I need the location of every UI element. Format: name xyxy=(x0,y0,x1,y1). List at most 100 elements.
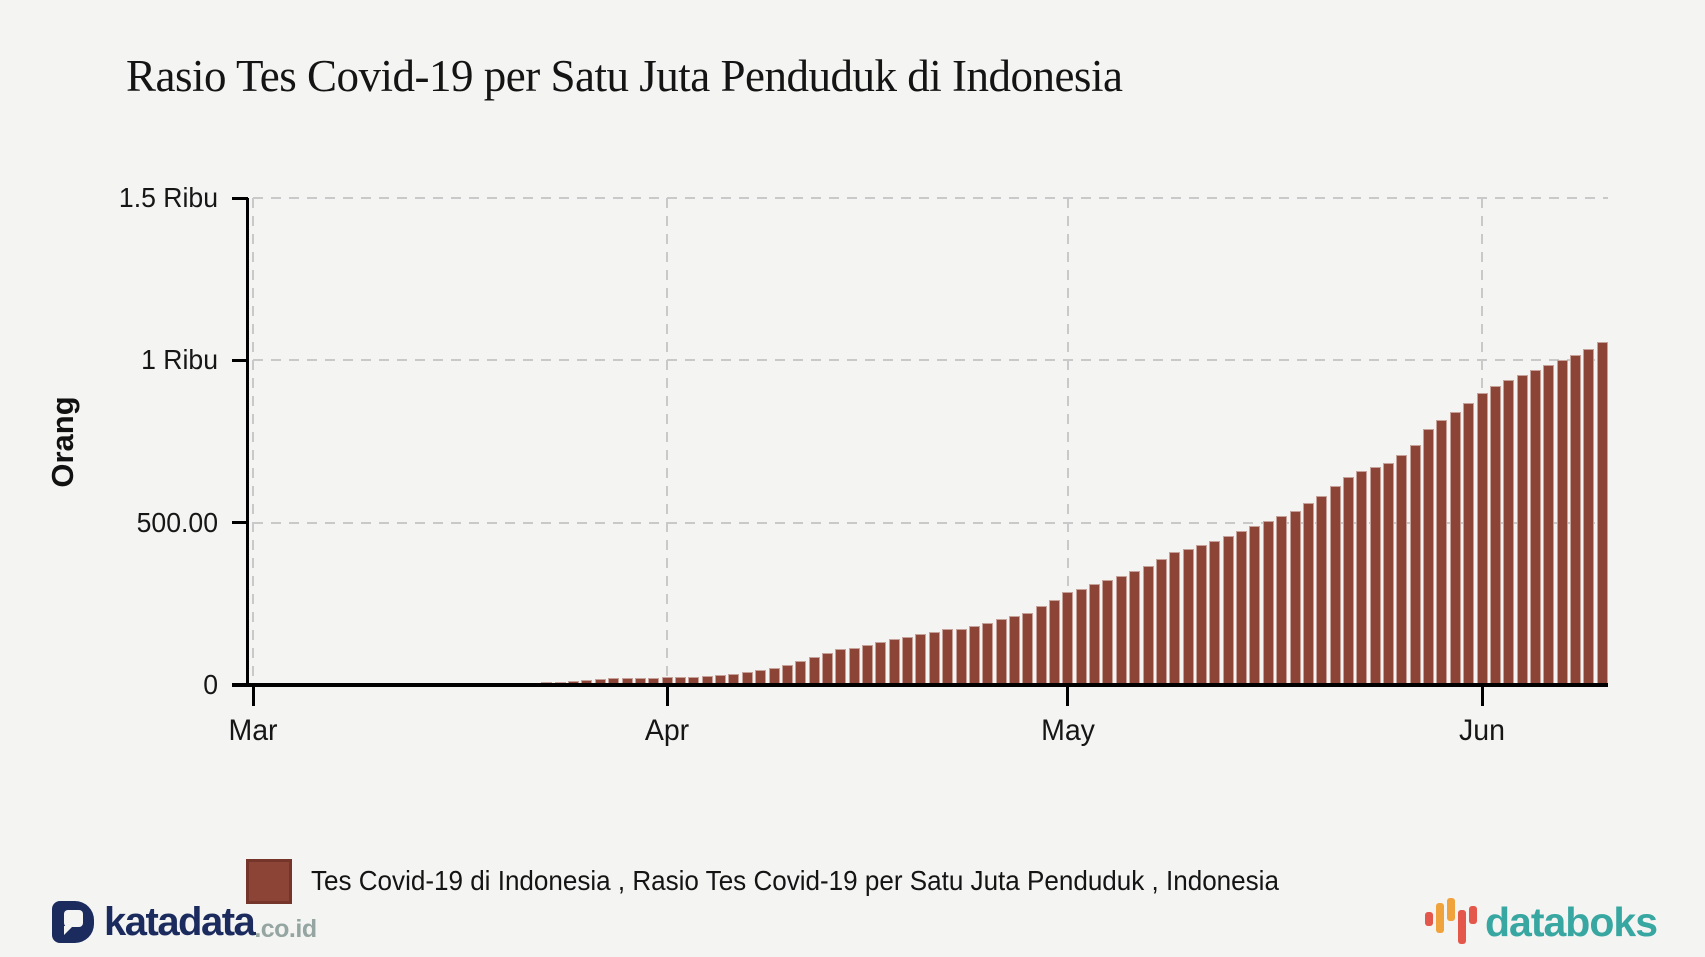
bar[interactable] xyxy=(968,626,980,685)
bar[interactable] xyxy=(728,674,740,685)
bar[interactable] xyxy=(875,642,887,685)
bar[interactable] xyxy=(848,648,860,685)
bar[interactable] xyxy=(1129,571,1141,685)
bar[interactable] xyxy=(1195,545,1207,685)
x-axis-tick xyxy=(1066,684,1070,706)
bar[interactable] xyxy=(674,677,686,685)
bar[interactable] xyxy=(1503,380,1515,685)
bar[interactable] xyxy=(1396,455,1408,685)
bar[interactable] xyxy=(862,645,873,685)
bar[interactable] xyxy=(1169,552,1181,685)
bar[interactable] xyxy=(1529,370,1541,685)
bar[interactable] xyxy=(1289,511,1301,685)
bar[interactable] xyxy=(688,677,700,685)
bar[interactable] xyxy=(594,679,606,685)
bar[interactable] xyxy=(701,676,713,685)
bar[interactable] xyxy=(1543,365,1555,685)
bar[interactable] xyxy=(1449,412,1461,685)
bar[interactable] xyxy=(1035,606,1047,685)
legend[interactable]: Tes Covid-19 di Indonesia , Rasio Tes Co… xyxy=(246,858,1352,904)
katadata-logo[interactable]: katadata .co.id xyxy=(52,901,317,957)
bar[interactable] xyxy=(1489,386,1501,685)
bar[interactable] xyxy=(1302,503,1314,685)
katadata-domain-suffix: .co.id xyxy=(254,915,317,943)
bar[interactable] xyxy=(1236,531,1248,685)
bar[interactable] xyxy=(581,680,593,685)
bar[interactable] xyxy=(982,623,994,685)
bar[interactable] xyxy=(1463,403,1475,685)
bar[interactable] xyxy=(1182,549,1194,685)
bar[interactable] xyxy=(1276,516,1288,685)
y-axis-tick-label: 0 xyxy=(203,669,218,700)
bar[interactable] xyxy=(608,678,620,685)
bar[interactable] xyxy=(1342,477,1354,685)
y-axis-tick-label: 1 Ribu xyxy=(141,344,218,376)
x-axis-tick-label: Jun xyxy=(1459,714,1505,747)
bar[interactable] xyxy=(1476,393,1488,685)
databoks-icon-bar xyxy=(1425,912,1433,926)
bar[interactable] xyxy=(1062,592,1074,685)
x-axis-tick-label: May xyxy=(1040,714,1095,747)
bar[interactable] xyxy=(942,629,954,685)
bar[interactable] xyxy=(1142,566,1154,685)
bar[interactable] xyxy=(928,632,940,685)
bar[interactable] xyxy=(821,653,833,685)
legend-label: Tes Covid-19 di Indonesia , Rasio Tes Co… xyxy=(311,865,1279,896)
bar[interactable] xyxy=(1115,576,1127,685)
bar[interactable] xyxy=(1356,471,1368,685)
bar[interactable] xyxy=(1209,541,1221,685)
legend-swatch xyxy=(246,858,292,904)
bar[interactable] xyxy=(741,672,753,685)
bar[interactable] xyxy=(1583,349,1595,685)
bar[interactable] xyxy=(1423,429,1435,685)
bar[interactable] xyxy=(634,678,646,685)
bar[interactable] xyxy=(1222,536,1234,685)
bar[interactable] xyxy=(781,665,793,685)
databoks-icon-bar xyxy=(1447,898,1455,921)
katadata-d-icon xyxy=(52,901,94,943)
y-gridline xyxy=(253,197,1608,199)
bar[interactable] xyxy=(1089,584,1101,685)
bar[interactable] xyxy=(661,677,673,685)
bar[interactable] xyxy=(1516,375,1528,685)
bar[interactable] xyxy=(1155,559,1167,685)
x-axis-line xyxy=(232,683,1608,687)
bar[interactable] xyxy=(1383,463,1394,685)
bar[interactable] xyxy=(1049,600,1061,685)
bar[interactable] xyxy=(915,634,927,685)
bar[interactable] xyxy=(955,629,967,685)
bar[interactable] xyxy=(768,668,780,685)
x-axis-tick-label: Mar xyxy=(228,714,278,747)
databoks-logo[interactable]: databoks xyxy=(1425,897,1658,947)
x-axis-tick-label: Apr xyxy=(644,714,690,747)
bar[interactable] xyxy=(1436,420,1448,685)
bar[interactable] xyxy=(1075,589,1087,685)
bar[interactable] xyxy=(1570,355,1582,685)
bar[interactable] xyxy=(715,675,727,685)
bar[interactable] xyxy=(1556,360,1568,685)
y-axis-tick-label: 1.5 Ribu xyxy=(118,182,218,213)
bar[interactable] xyxy=(995,619,1007,685)
bar[interactable] xyxy=(1022,613,1034,685)
bar[interactable] xyxy=(1596,342,1608,685)
bar[interactable] xyxy=(835,649,847,685)
bar[interactable] xyxy=(1102,580,1114,685)
bar[interactable] xyxy=(1249,526,1261,685)
databoks-icon-bar xyxy=(1436,903,1444,933)
databoks-brand-text: databoks xyxy=(1485,899,1658,945)
bar[interactable] xyxy=(621,678,633,685)
x-axis-tick xyxy=(251,684,255,706)
bar[interactable] xyxy=(902,637,914,685)
bar[interactable] xyxy=(795,661,807,685)
bar[interactable] xyxy=(755,670,767,685)
bar[interactable] xyxy=(648,678,660,685)
bar[interactable] xyxy=(1329,486,1341,685)
bar[interactable] xyxy=(808,657,820,685)
bar[interactable] xyxy=(1008,616,1020,685)
bar[interactable] xyxy=(1262,521,1274,685)
bar[interactable] xyxy=(1316,496,1328,685)
databoks-icon-bar xyxy=(1458,910,1466,944)
bar[interactable] xyxy=(1409,445,1421,685)
bar[interactable] xyxy=(888,639,900,685)
bar[interactable] xyxy=(1369,467,1381,685)
